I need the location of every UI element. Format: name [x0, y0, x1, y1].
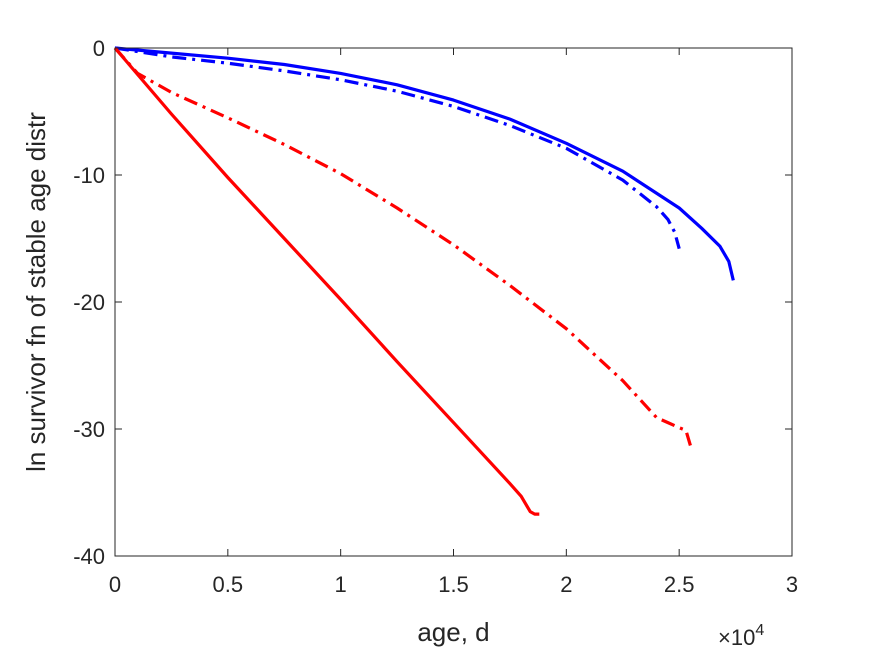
- axes-background: [115, 48, 792, 556]
- x-tick-label: 1: [335, 572, 347, 597]
- y-tick-label: 0: [93, 36, 105, 61]
- x-tick-label: 3: [786, 572, 798, 597]
- x-tick-label: 0.5: [213, 572, 244, 597]
- x-axis-label: age, d: [417, 617, 489, 647]
- x-axis-multiplier-exponent: 4: [755, 622, 764, 639]
- series-line-1: [114, 46, 735, 281]
- x-axis-multiplier: ×104: [718, 622, 764, 650]
- ticks-layer: 0 0.5 1 1.5 2 2.5 3 0 -10 -20 -30 -40: [73, 36, 798, 597]
- y-axis-label: ln survivor fn of stable age distr: [21, 112, 51, 472]
- x-tick-label: 2: [560, 572, 572, 597]
- series-line-2: [114, 46, 681, 250]
- series-layer: [113, 46, 735, 516]
- series-line-3: [113, 46, 540, 516]
- x-tick-label: 0: [109, 572, 121, 597]
- series-line-4: [113, 46, 692, 446]
- y-tick-label: -20: [73, 290, 105, 315]
- x-axis-multiplier-base: ×10: [718, 625, 755, 650]
- x-tick-label: 1.5: [438, 572, 469, 597]
- x-tick-label: 2.5: [664, 572, 695, 597]
- y-tick-label: -30: [73, 417, 105, 442]
- y-tick-label: -10: [73, 163, 105, 188]
- y-tick-label: -40: [73, 544, 105, 569]
